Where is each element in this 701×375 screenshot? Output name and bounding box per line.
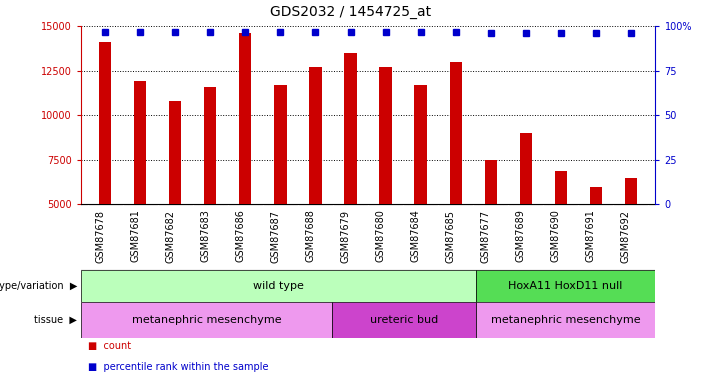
Text: GSM87683: GSM87683	[200, 210, 210, 262]
Bar	[414, 85, 427, 204]
Text: GSM87685: GSM87685	[446, 210, 456, 262]
Text: HoxA11 HoxD11 null: HoxA11 HoxD11 null	[508, 281, 622, 291]
Text: GSM87680: GSM87680	[376, 210, 386, 262]
Bar	[554, 171, 567, 204]
Bar	[625, 178, 637, 204]
Bar	[590, 187, 602, 204]
Bar	[379, 67, 392, 204]
Text: GSM87678: GSM87678	[95, 210, 105, 262]
Bar	[99, 42, 111, 204]
Text: GSM87689: GSM87689	[516, 210, 526, 262]
Text: GSM87684: GSM87684	[411, 210, 421, 262]
Bar	[81, 302, 332, 338]
Text: metanephric mesenchyme: metanephric mesenchyme	[491, 315, 641, 325]
Text: wild type: wild type	[253, 281, 304, 291]
Text: ■  percentile rank within the sample: ■ percentile rank within the sample	[88, 362, 268, 372]
Bar	[239, 33, 252, 204]
Text: metanephric mesenchyme: metanephric mesenchyme	[132, 315, 281, 325]
Bar	[449, 62, 462, 204]
Text: GSM87682: GSM87682	[165, 210, 175, 262]
Bar	[484, 160, 497, 204]
Bar	[169, 101, 182, 204]
Text: GSM87690: GSM87690	[551, 210, 561, 262]
Text: GSM87679: GSM87679	[341, 210, 350, 262]
Bar	[134, 81, 147, 204]
Text: GSM87677: GSM87677	[481, 210, 491, 263]
Text: genotype/variation  ▶: genotype/variation ▶	[0, 281, 77, 291]
Text: GSM87688: GSM87688	[306, 210, 315, 262]
Bar	[274, 85, 287, 204]
Bar	[476, 302, 655, 338]
Text: GSM87687: GSM87687	[271, 210, 280, 262]
Bar	[344, 53, 357, 204]
Text: tissue  ▶: tissue ▶	[34, 315, 77, 325]
Text: GSM87692: GSM87692	[621, 210, 631, 262]
Text: GSM87681: GSM87681	[130, 210, 140, 262]
Text: GDS2032 / 1454725_at: GDS2032 / 1454725_at	[270, 5, 431, 19]
Bar	[519, 133, 532, 204]
Bar	[476, 270, 655, 302]
Bar	[204, 87, 217, 204]
Bar	[81, 270, 476, 302]
Bar	[332, 302, 476, 338]
Text: GSM87691: GSM87691	[586, 210, 596, 262]
Text: ■  count: ■ count	[88, 341, 131, 351]
Text: GSM87686: GSM87686	[236, 210, 245, 262]
Bar	[309, 67, 322, 204]
Text: ureteric bud: ureteric bud	[370, 315, 438, 325]
